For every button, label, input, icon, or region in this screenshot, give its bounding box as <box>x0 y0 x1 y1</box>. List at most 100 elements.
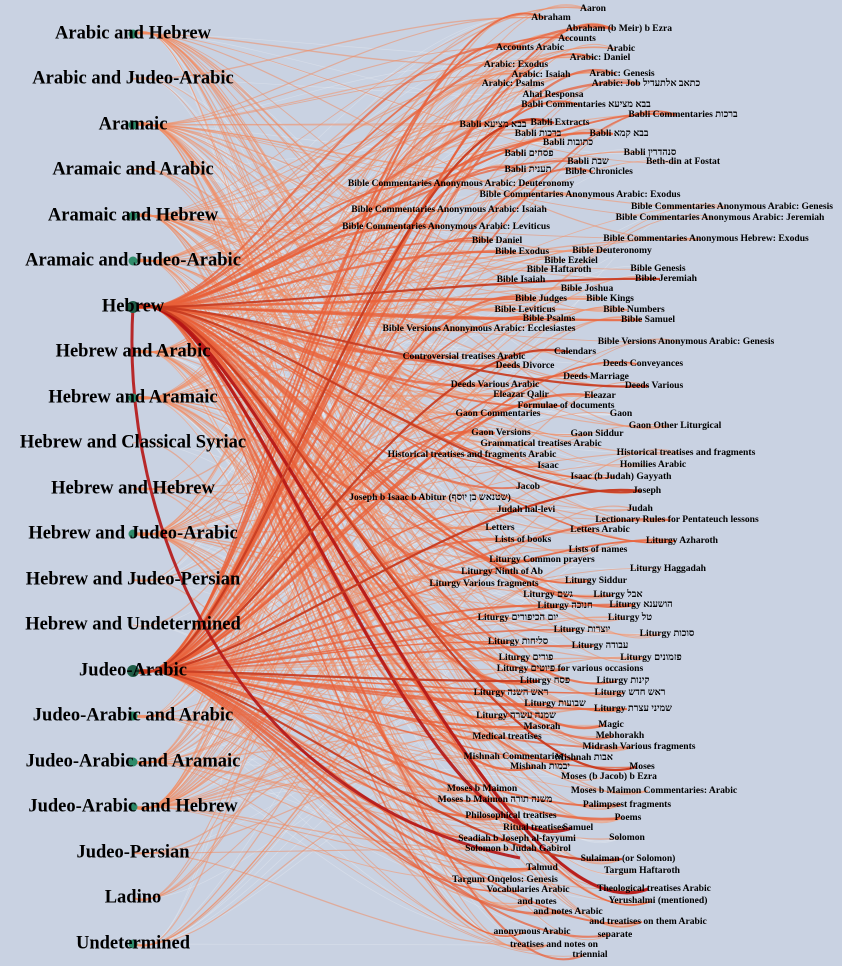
language-label-arabic-and-judeo-arabic[interactable]: Arabic and Judeo-Arabic <box>32 68 234 89</box>
node-aramaic[interactable] <box>128 120 138 130</box>
language-label-hebrew-and-judeo-persian[interactable]: Hebrew and Judeo-Persian <box>25 569 241 590</box>
subject-label[interactable]: Liturgy Common prayers <box>489 554 595 566</box>
node-aramaic-and-hebrew[interactable] <box>128 211 138 221</box>
subject-label[interactable]: Arabic: Isaiah <box>511 69 571 81</box>
subject-label[interactable]: Isaac <box>537 460 559 472</box>
language-label-hebrew-and-hebrew[interactable]: Hebrew and Hebrew <box>51 478 215 499</box>
subject-label[interactable]: Deeds Divorce <box>495 360 555 372</box>
language-label-aramaic[interactable]: Aramaic <box>98 114 168 135</box>
subject-label[interactable]: Babli Commentaries בבא מציעא <box>521 99 651 111</box>
subject-label[interactable]: Theological treatises Arabic <box>597 883 711 895</box>
subject-label[interactable]: Bible Commentaries Anonymous Arabic: Jer… <box>615 212 825 224</box>
subject-label[interactable]: anonymous Arabic <box>493 926 571 938</box>
subject-label[interactable]: Letters <box>485 522 515 534</box>
subject-label[interactable]: Babli Commentaries ברכות <box>628 109 738 121</box>
subject-label[interactable]: and notes <box>517 896 557 908</box>
subject-label[interactable]: Bible Haftaroth <box>526 264 592 276</box>
language-label-hebrew-and-aramaic[interactable]: Hebrew and Aramaic <box>48 387 218 408</box>
subject-label[interactable]: Bible Joshua <box>560 283 614 295</box>
subject-label[interactable]: Mishnah Commentaries <box>463 751 563 763</box>
subject-label[interactable]: Solomon b Judah Gabirol <box>465 843 571 855</box>
subject-label[interactable]: Arabic: Job כתאב אלתעדיל <box>591 78 701 90</box>
subject-label[interactable]: Moses (b Jacob) b Ezra <box>561 771 657 783</box>
subject-label[interactable]: Lectionary Rules for Pentateuch lessons <box>595 514 759 526</box>
subject-label[interactable]: Targum Onqelos: Genesis <box>452 874 558 886</box>
subject-label[interactable]: Bible Commentaries Anonymous Arabic: Lev… <box>342 221 550 233</box>
subject-label[interactable]: Babli בבא מציעא <box>459 119 527 131</box>
subject-label[interactable]: Bible Samuel <box>620 314 676 326</box>
subject-label[interactable]: Formulae of documents <box>517 400 615 412</box>
subject-label[interactable]: Grammatical treatises Arabic <box>480 438 602 450</box>
language-label-aramaic-and-arabic[interactable]: Aramaic and Arabic <box>52 159 214 180</box>
subject-label[interactable]: Beth-din at Fostat <box>645 156 721 168</box>
subject-label[interactable]: Bible Commentaries Anonymous Arabic: Gen… <box>630 201 834 213</box>
subject-label[interactable]: Bible Deuteronomy <box>572 245 652 257</box>
subject-label[interactable]: Moses <box>629 761 655 773</box>
subject-label[interactable]: Liturgy הושענא <box>609 599 673 611</box>
subject-label[interactable]: Liturgy סליחות <box>487 636 549 648</box>
subject-label[interactable]: Bible Daniel <box>471 235 523 247</box>
node-judeo-arabic-and-hebrew[interactable] <box>128 802 138 812</box>
language-label-undetermined[interactable]: Undetermined <box>75 933 191 954</box>
language-label-judeo-arabic-and-arabic[interactable]: Judeo-Arabic and Arabic <box>32 705 234 726</box>
subject-label[interactable]: Lists of names <box>568 544 628 556</box>
subject-label[interactable]: Babli סנהדרין <box>623 147 677 159</box>
subject-label[interactable]: Moses b Maimon משנה תורה <box>437 794 553 806</box>
subject-label[interactable]: Liturgy Siddur <box>564 575 628 587</box>
node-arabic-and-hebrew[interactable] <box>128 29 138 39</box>
subject-label[interactable]: Sulaiman (or Solomon) <box>580 853 676 865</box>
subject-label[interactable]: and notes Arabic <box>533 906 603 918</box>
subject-label[interactable]: Liturgy עבודה <box>571 640 629 652</box>
subject-label[interactable]: Magic <box>598 719 624 731</box>
language-label-hebrew-and-judeo-arabic[interactable]: Hebrew and Judeo-Arabic <box>28 523 238 544</box>
subject-label[interactable]: Lists of books <box>494 534 552 546</box>
subject-label[interactable]: Accounts <box>558 33 596 45</box>
subject-label[interactable]: Deeds Various <box>624 380 684 392</box>
subject-label[interactable]: Babli בבא קמא <box>589 128 649 140</box>
subject-label[interactable]: Bible Psalms <box>522 313 576 325</box>
subject-label[interactable]: Historical treatises and fragments <box>616 447 756 459</box>
subject-label[interactable]: Abraham <box>531 12 571 24</box>
language-label-hebrew-and-classical-syriac[interactable]: Hebrew and Classical Syriac <box>19 432 247 453</box>
subject-label[interactable]: Joseph b Isaac b Abitur (שטנאש בן יוסף) <box>349 492 511 504</box>
subject-label[interactable]: Arabic <box>606 43 636 55</box>
subject-label[interactable]: Medical treatises <box>472 731 542 743</box>
subject-label[interactable]: Ahai Responsa <box>522 89 584 101</box>
subject-label[interactable]: Bible Commentaries Anonymous Hebrew: Exo… <box>603 233 809 245</box>
subject-label[interactable]: Vocabularies Arabic <box>486 884 570 896</box>
subject-label[interactable]: Bible Leviticus <box>494 304 556 316</box>
subject-label[interactable]: separate <box>597 929 633 941</box>
subject-label[interactable]: Deeds Various Arabic <box>450 379 540 391</box>
subject-label[interactable]: Bible Genesis <box>630 263 686 275</box>
subject-label[interactable]: Ritual treatises <box>503 822 565 834</box>
node-undetermined[interactable] <box>128 939 138 949</box>
subject-label[interactable]: Philosophical treatises <box>465 810 557 822</box>
subject-label[interactable]: Babli שבת <box>567 156 609 168</box>
subject-label[interactable]: Homilies Arabic <box>619 459 687 471</box>
subject-label[interactable]: Accounts Arabic <box>496 42 564 54</box>
language-label-arabic-and-hebrew[interactable]: Arabic and Hebrew <box>55 23 211 44</box>
subject-label[interactable]: Eleazar <box>584 390 616 402</box>
language-label-judeo-arabic-and-hebrew[interactable]: Judeo-Arabic and Hebrew <box>28 796 238 817</box>
subject-label[interactable]: Bible Jeremiah <box>635 273 697 285</box>
node-judeo-arabic[interactable] <box>127 665 139 677</box>
subject-label[interactable]: Liturgy שמנה עשרה <box>476 710 556 722</box>
subject-label[interactable]: Bible Ezekiel <box>544 255 598 267</box>
subject-label[interactable]: Liturgy חנוכה <box>537 600 593 612</box>
subject-label[interactable]: and treatises on them Arabic <box>589 916 707 928</box>
subject-label[interactable]: Controversial treatises Arabic <box>402 351 526 363</box>
subject-label[interactable]: Liturgy אבל <box>593 589 643 601</box>
language-label-hebrew-and-undetermined[interactable]: Hebrew and Undetermined <box>25 614 241 635</box>
subject-label[interactable]: Liturgy גשם <box>523 589 573 601</box>
subject-label[interactable]: Liturgy Azharoth <box>645 535 719 547</box>
subject-label[interactable]: Bible Commentaries Anonymous Arabic: Deu… <box>347 178 575 190</box>
subject-label[interactable]: Babli פסחים <box>504 148 554 160</box>
language-label-aramaic-and-judeo-arabic[interactable]: Aramaic and Judeo-Arabic <box>25 250 241 271</box>
subject-label[interactable]: Poems <box>614 812 642 824</box>
subject-label[interactable]: Liturgy Various fragments <box>429 578 539 590</box>
subject-label[interactable]: Isaac (b Judah) Gayyath <box>570 471 672 483</box>
subject-label[interactable]: Liturgy שמיני עצרת <box>594 703 672 715</box>
subject-label[interactable]: Liturgy יום הכיפורים <box>477 612 559 624</box>
subject-label[interactable]: Judah hal-levi <box>496 504 556 516</box>
subject-label[interactable]: Bible Numbers <box>603 304 665 316</box>
